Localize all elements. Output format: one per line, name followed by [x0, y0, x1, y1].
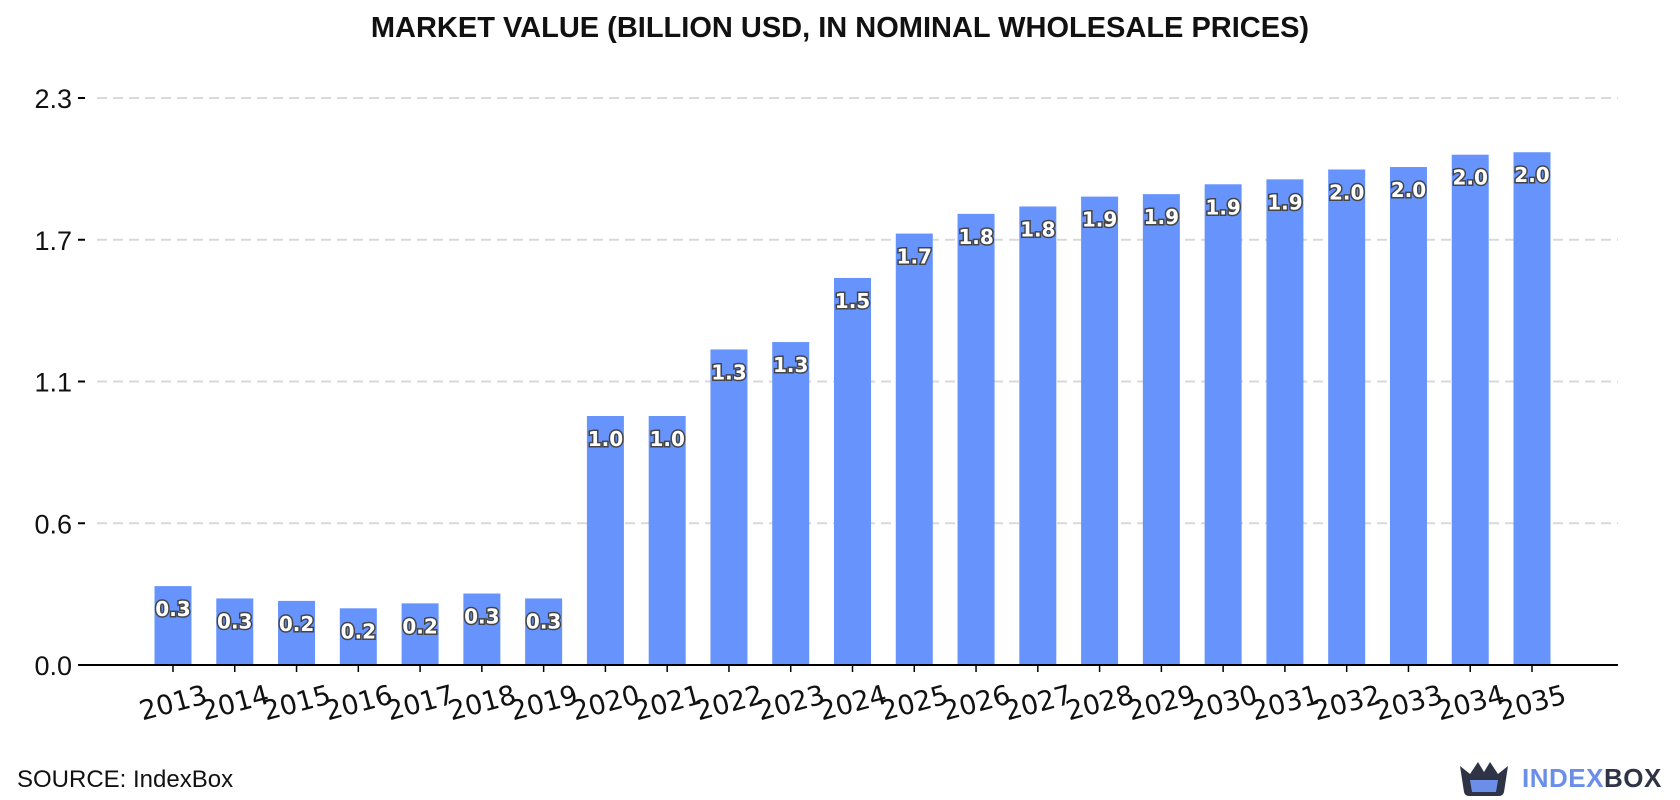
bar	[648, 416, 686, 665]
y-tick-label: 0.6	[34, 509, 72, 539]
bar	[586, 416, 624, 665]
data-label: 1.3	[773, 353, 808, 377]
brand-logo: INDEXBOX	[1458, 756, 1662, 800]
brand-name-part2: BOX	[1603, 762, 1662, 793]
bar	[1204, 184, 1242, 666]
bar	[772, 342, 810, 665]
data-label: 1.9	[1267, 190, 1302, 214]
data-label: 1.3	[711, 360, 746, 384]
data-label: 1.9	[1205, 195, 1240, 219]
bar	[339, 608, 377, 665]
y-tick-label: 2.3	[34, 84, 72, 114]
y-axis: 0.0 0.6 1.1 1.7 2.3	[34, 84, 85, 681]
y-tick-label: 0.0	[34, 651, 72, 681]
crown-box-logo-icon	[1460, 762, 1508, 796]
bars: 0.3 0.3 0.2 0.2 0.2 0.3 0.3 1.0 1.0 1.3 1.3 1.5 1.7 1…	[154, 152, 1551, 666]
bar	[1266, 179, 1304, 665]
bar	[401, 603, 439, 665]
data-label: 1.5	[835, 289, 870, 313]
bar	[1513, 152, 1551, 665]
bar	[1019, 206, 1057, 666]
data-label: 2.0	[1391, 178, 1426, 202]
bar	[895, 233, 933, 665]
bar	[1451, 154, 1489, 665]
bar	[710, 349, 748, 665]
data-label: 0.3	[217, 609, 252, 633]
data-label: 0.2	[279, 612, 314, 636]
data-label: 0.3	[464, 605, 499, 629]
brand-name-part1: INDEX	[1522, 762, 1604, 793]
bar	[525, 598, 563, 665]
data-label: 1.0	[649, 427, 684, 451]
data-label: 2.0	[1453, 166, 1488, 190]
bar	[1142, 194, 1180, 665]
data-label: 1.0	[588, 427, 623, 451]
data-label: 1.9	[1082, 208, 1117, 232]
bar	[1389, 167, 1427, 665]
data-label: 1.7	[897, 245, 932, 269]
bar-chart: 0.0 0.6 1.1 1.7 2.3 0.3 0.3 0.2 0.2 0.2 0.3 0.3 1.0…	[34, 84, 1618, 728]
bar	[1081, 196, 1119, 665]
bar	[154, 586, 192, 665]
data-label: 0.2	[341, 619, 376, 643]
chart-title: MARKET VALUE (BILLION USD, IN NOMINAL WH…	[370, 12, 1310, 44]
data-label: 1.8	[1020, 217, 1055, 241]
bar	[278, 600, 316, 665]
data-label: 0.3	[526, 609, 561, 633]
bar	[957, 213, 995, 665]
source-note: SOURCE: IndexBox	[17, 766, 234, 793]
x-axis: 2013201420152016201720182019202020212022…	[136, 665, 1570, 728]
brand-name: INDEXBOX	[1522, 763, 1662, 794]
data-label: 1.9	[1144, 205, 1179, 229]
data-label: 2.0	[1514, 163, 1549, 187]
y-tick-label: 1.1	[34, 368, 72, 398]
data-label: 1.8	[958, 225, 993, 249]
bar	[834, 277, 871, 665]
data-label: 0.3	[155, 597, 190, 621]
bar	[1328, 169, 1366, 665]
x-tick-label: 2035	[1495, 680, 1569, 728]
data-label: 0.2	[402, 614, 437, 638]
y-tick-label: 1.7	[34, 226, 72, 256]
bar	[216, 598, 254, 665]
data-label: 2.0	[1329, 180, 1364, 204]
bar	[463, 593, 501, 665]
